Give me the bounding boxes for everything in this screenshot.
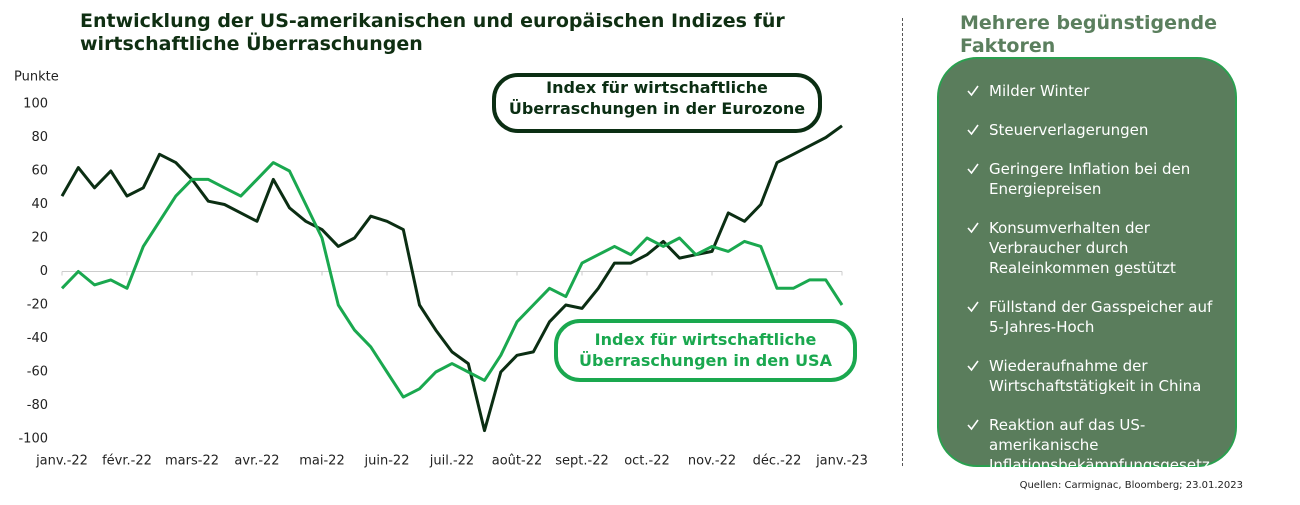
- y-tick-label: -60: [27, 365, 48, 380]
- check: [967, 124, 979, 136]
- chart-title: Entwicklung der US-amerikanischen und eu…: [80, 10, 785, 55]
- series-line: [60, 124, 843, 433]
- x-tick-label: janv.-23: [815, 454, 868, 469]
- y-tick-label: -80: [27, 398, 48, 413]
- check: [967, 301, 979, 313]
- panel-item: Steuerverlagerungen: [967, 120, 1223, 140]
- panel-item-text: Geringere Inflation bei den Energiepreis…: [989, 160, 1191, 198]
- panel-item-text: Füllstand der Gasspeicher auf 5-Jahres-H…: [989, 298, 1213, 336]
- panel-item-text: Reaktion auf das US-amerikanische Inflat…: [989, 416, 1210, 474]
- check-icon: [967, 124, 979, 136]
- chart: Punkte -100 -80 -60 -40 -20 0 20 40 60 80 100 janv.…: [14, 70, 868, 469]
- separator: [902, 18, 903, 466]
- y-tick-label: -20: [27, 298, 48, 313]
- x-tick-label: avr.-22: [234, 454, 279, 469]
- source: Quellen: Carmignac, Bloomberg; 23.01.202…: [1019, 480, 1243, 491]
- panel-item: Füllstand der Gasspeicher auf 5-Jahres-H…: [967, 297, 1223, 337]
- x-tick-label: janv.-22: [35, 454, 88, 469]
- y-tick-label: 100: [23, 97, 48, 112]
- check-icon: [967, 85, 979, 97]
- x-tick-label: déc.-22: [753, 454, 802, 469]
- check: [967, 163, 979, 175]
- x-tick-label: oct.-22: [624, 454, 670, 469]
- y-tick-label: -100: [18, 432, 48, 447]
- x-tick-label: août-22: [492, 454, 543, 469]
- check: [967, 222, 979, 234]
- y-tick-label: 60: [31, 164, 48, 179]
- panel-item: Reaktion auf das US-amerikanische Inflat…: [967, 415, 1223, 475]
- series-label: Index für wirtschaftliche Überraschungen…: [554, 319, 857, 382]
- check: [967, 85, 979, 97]
- x-tick-label: févr.-22: [102, 454, 152, 469]
- check: [967, 419, 979, 431]
- series-label: Index für wirtschaftliche Überraschungen…: [492, 73, 822, 133]
- check-icon: [967, 222, 979, 234]
- check: [967, 360, 979, 372]
- panel-title: Mehrere begünstigende Faktoren: [960, 12, 1217, 57]
- check-icon: [967, 163, 979, 175]
- panel-item: Konsumverhalten der Verbraucher durch Re…: [967, 218, 1223, 278]
- x-tick-label: mai-22: [299, 454, 344, 469]
- y-tick-label: 0: [40, 264, 48, 279]
- x-tick-label: juin-22: [364, 454, 410, 469]
- x-tick-label: sept.-22: [555, 454, 609, 469]
- panel-item-text: Wiederaufnahme der Wirtschaftstätigkeit …: [989, 357, 1202, 395]
- x-tick-label: juil.-22: [429, 454, 474, 469]
- panel-item: Milder Winter: [967, 81, 1223, 101]
- y-axis-label: Punkte: [14, 70, 59, 85]
- series-line: [60, 161, 844, 399]
- y-tick-label: -40: [27, 331, 48, 346]
- y-tick-label: 20: [31, 231, 48, 246]
- x-tick-label: mars-22: [165, 454, 219, 469]
- panel-item-text: Milder Winter: [989, 82, 1090, 100]
- panel-item: Geringere Inflation bei den Energiepreis…: [967, 159, 1223, 199]
- check-icon: [967, 419, 979, 431]
- x-tick-label: nov.-22: [688, 454, 736, 469]
- y-tick-label: 80: [31, 130, 48, 145]
- panel-item-text: Konsumverhalten der Verbraucher durch Re…: [989, 219, 1176, 277]
- check-icon: [967, 360, 979, 372]
- y-tick-label: 40: [31, 197, 48, 212]
- panel-item: Wiederaufnahme der Wirtschaftstätigkeit …: [967, 356, 1223, 396]
- panel-item-text: Steuerverlagerungen: [989, 121, 1149, 139]
- panel: Milder Winter Steuerverlagerungen Geringer…: [937, 57, 1237, 474]
- check-icon: [967, 301, 979, 313]
